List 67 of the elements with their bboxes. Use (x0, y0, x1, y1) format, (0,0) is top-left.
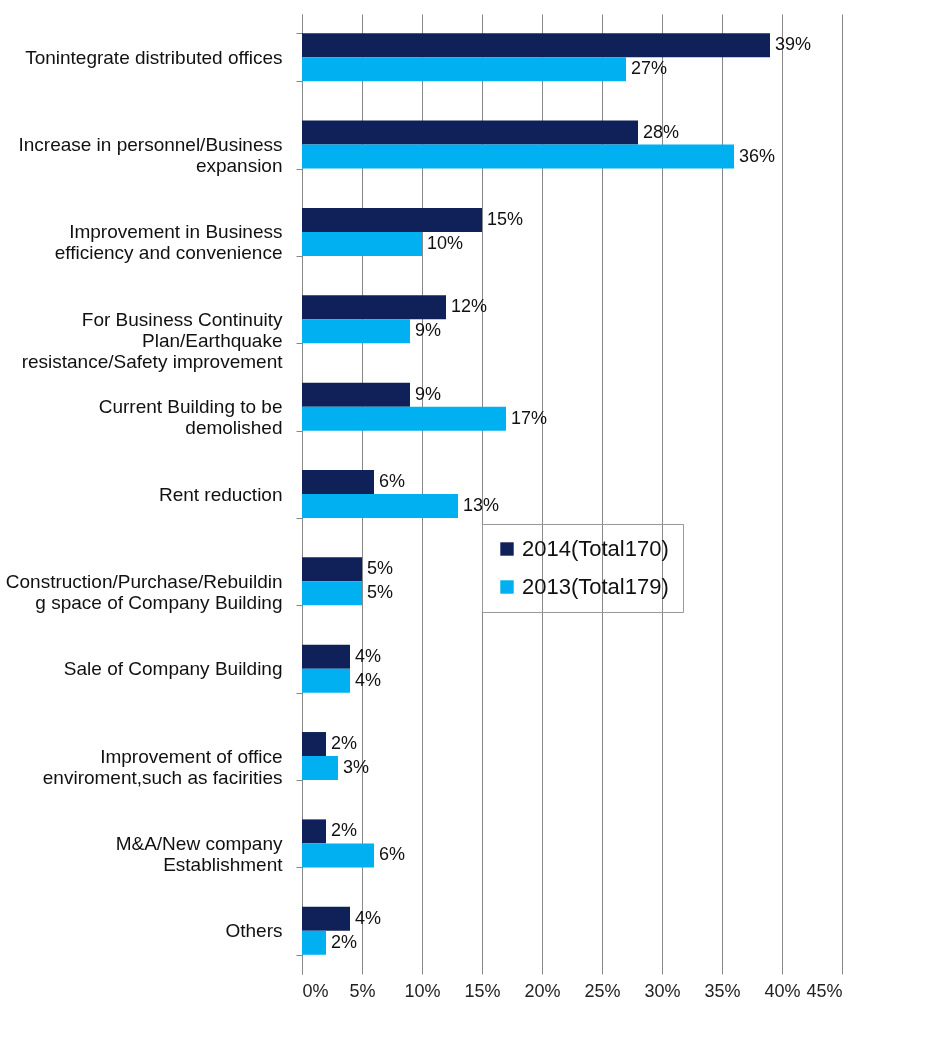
x-tick-label: 20% (524, 980, 561, 1001)
y-tick-label: Tonintegrate distributed offices (25, 46, 283, 68)
data-label: 2% (331, 820, 358, 841)
y-tick-label: Increase in personnel/Business expansion (18, 134, 283, 177)
data-label: 27% (631, 58, 668, 79)
bar (302, 406, 506, 431)
data-label: 36% (739, 145, 776, 166)
data-label: 17% (511, 407, 548, 428)
y-tick-label: Current Building to be demolished (98, 396, 283, 439)
data-label: 15% (487, 208, 524, 229)
data-label: 12% (451, 296, 488, 317)
bar (302, 732, 326, 757)
data-label: 10% (427, 232, 464, 253)
bar (302, 581, 362, 606)
data-label: 4% (355, 669, 382, 690)
bar (302, 494, 458, 519)
bar (302, 57, 626, 82)
data-label: 2% (331, 733, 358, 754)
data-label: 4% (355, 907, 382, 928)
bar (302, 144, 734, 169)
data-label: 5% (367, 582, 394, 603)
bar (302, 668, 350, 693)
bar (302, 319, 410, 344)
data-label: 9% (415, 320, 442, 341)
y-tick-label: Others (225, 920, 283, 942)
bar (302, 756, 338, 781)
bar (302, 120, 638, 145)
bar (302, 295, 446, 320)
legend-label: 2014(Total170) (522, 536, 669, 561)
x-tick-label: 5% (349, 980, 376, 1001)
y-tick-label: Improvement in Business efficiency and convenience (54, 221, 283, 264)
x-tick-label: 0% (302, 980, 329, 1001)
x-tick-label: 40% (764, 980, 801, 1001)
data-label: 4% (355, 645, 382, 666)
bar (302, 843, 374, 868)
data-label: 39% (775, 34, 812, 55)
y-tick-label: M&A/New company Establishment (115, 832, 284, 875)
x-tick-label: 15% (464, 980, 501, 1001)
bar (302, 819, 326, 844)
y-tick-label: Construction/Purchase/Rebuildin g space of Company Building (5, 570, 283, 613)
data-label: 6% (379, 470, 406, 491)
x-tick-label: 25% (584, 980, 621, 1001)
data-label: 3% (343, 757, 370, 778)
y-tick-label: Improvement of office enviroment,such as facirities (42, 745, 283, 788)
y-tick-label: Rent reduction (158, 483, 283, 505)
bar (302, 33, 770, 58)
bar (302, 557, 362, 582)
bar (302, 382, 410, 407)
x-tick-label: 35% (704, 980, 741, 1001)
data-label: 28% (643, 121, 680, 142)
bar (302, 906, 350, 931)
y-tick-label: Sale of Company Building (63, 658, 283, 680)
data-label: 6% (379, 844, 406, 865)
y-tick-label: For Business Continuity Plan/Earthquake resistance/Safety improvement (21, 308, 284, 372)
data-label: 13% (463, 495, 500, 516)
bar (302, 231, 422, 256)
data-label: 9% (415, 383, 442, 404)
x-tick-label: 45% (806, 980, 843, 1001)
x-tick-label: 30% (644, 980, 681, 1001)
bar (302, 469, 374, 494)
x-tick-label: 10% (404, 980, 441, 1001)
bar (302, 644, 350, 669)
bar (302, 207, 482, 232)
bar (302, 930, 326, 955)
data-label: 5% (367, 558, 394, 579)
legend-label: 2013(Total179) (522, 574, 669, 599)
data-label: 2% (331, 931, 358, 952)
